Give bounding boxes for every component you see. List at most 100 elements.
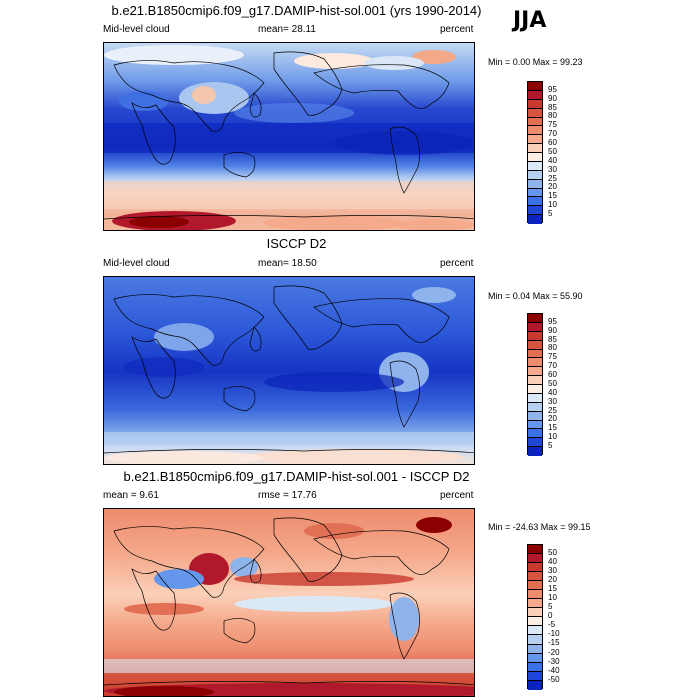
colorbar-swatch [528,653,542,663]
map-diff [103,508,475,697]
colorbar-swatch [528,411,542,421]
colorbar-tick-label: 50 [548,147,557,156]
colorbar-swatch [528,126,542,136]
colorbar-tick-label: 15 [548,584,557,593]
colorbar-tick-label: 25 [548,406,557,415]
colorbar-swatch [528,662,542,672]
colorbar-tick-label: 90 [548,326,557,335]
colorbar-swatch [528,563,542,573]
colorbar-tick-label: 20 [548,414,557,423]
colorbar-tick-label: -30 [548,657,560,666]
colorbar-swatch [528,197,542,207]
colorbar-tick-label: 30 [548,397,557,406]
mean-label: mean= 18.50 [258,258,317,269]
mean-label: mean= 28.11 [258,24,316,35]
map-field [104,509,474,696]
panel-title: b.e21.B1850cmip6.f09_g17.DAMIP-hist-sol.… [123,469,470,484]
colorbar-tick-label: -20 [548,648,560,657]
colorbar-tick-label: 5 [548,441,553,450]
colorbar-tick-label: 70 [548,129,557,138]
colorbar-swatch [528,188,542,198]
colorbar-swatch [528,420,542,430]
colorbar-swatch [528,393,542,403]
colorbar-tick-label: -15 [548,638,560,647]
colorbar-swatch [528,215,542,224]
colorbar-tick-label: 60 [548,370,557,379]
colorbar-swatch [528,161,542,171]
colorbar-tick-label: 80 [548,343,557,352]
units-label: percent [440,258,474,269]
colorbar-tick-label: 75 [548,352,557,361]
colorbar-swatch [528,429,542,439]
colorbar-tick-label: -10 [548,629,560,638]
colorbar-swatch [528,367,542,377]
colorbar-swatch [528,376,542,385]
colorbar-swatch [528,680,542,690]
colorbar-tick-label: 25 [548,174,557,183]
colorbar-swatch [528,314,542,323]
colorbar-tick-label: 5 [548,602,553,611]
panel-title: b.e21.B1850cmip6.f09_g17.DAMIP-hist-sol.… [111,3,482,18]
colorbar-tick-label: 20 [548,182,557,191]
minmax-label: Min = 0.04 Max = 55.90 [488,291,583,301]
colorbar-swatch [528,617,542,627]
colorbar-tick-label: 30 [548,165,557,174]
map-field [104,43,474,230]
colorbar-swatch [528,572,542,582]
colorbar-swatch [528,599,542,609]
colorbar-tick-label: -40 [548,666,560,675]
map-model [103,42,475,231]
colorbar-tick-label: 80 [548,111,557,120]
colorbar-swatch [528,545,542,555]
colorbar-tick-label: 50 [548,379,557,388]
variable-label: Mid-level cloud [103,24,170,35]
colorbar-swatch [528,90,542,100]
units-label: percent [440,490,474,501]
colorbar-tick-label: 90 [548,94,557,103]
colorbar-swatch [528,635,542,645]
colorbar-swatch [528,144,542,153]
colorbar-swatch [528,340,542,350]
colorbar-tick-label: 15 [548,423,557,432]
colorbar-swatch [528,590,542,600]
colorbar-swatch [528,626,542,636]
colorbar-swatch [528,331,542,341]
colorbar-tick-label: 20 [548,575,557,584]
colorbar-tick-label: 85 [548,335,557,344]
units-label: percent [440,24,474,35]
minmax-label: Min = 0.00 Max = 99.23 [488,57,583,67]
colorbar-tick-label: 85 [548,103,557,112]
colorbar-swatch [528,117,542,127]
colorbar-swatch [528,206,542,216]
colorbar-swatch [528,608,542,618]
colorbar-tick-label: 30 [548,566,557,575]
colorbar-tick-label: 75 [548,120,557,129]
colorbar-tick-label: 40 [548,156,557,165]
colorbar-swatch [528,358,542,368]
colorbar-tick-label: 10 [548,432,557,441]
colorbar-tick-label: 10 [548,593,557,602]
season-label: JJA [513,8,547,33]
mean-label: mean = 9.61 [103,490,159,501]
colorbar-tick-label: 10 [548,200,557,209]
colorbar-tick-label: 40 [548,557,557,566]
colorbar-swatch [528,671,542,681]
minmax-label: Min = -24.63 Max = 99.15 [488,522,591,532]
map-obs [103,276,475,465]
colorbar-tick-label: 95 [548,85,557,94]
variable-label: Mid-level cloud [103,258,170,269]
colorbar-tick-label: -5 [548,620,556,629]
colorbar-tick-label: -50 [548,675,560,684]
colorbar-swatch [528,108,542,118]
colorbar-swatch [528,153,542,162]
map-field [104,277,474,464]
colorbar-model [527,81,543,224]
colorbar-diff [527,544,543,690]
colorbar-tick-label: 15 [548,191,557,200]
colorbar-swatch [528,322,542,332]
colorbar-swatch [528,349,542,359]
colorbar-swatch [528,170,542,180]
colorbar-swatch [528,385,542,394]
colorbar-tick-label: 60 [548,138,557,147]
colorbar-swatch [528,99,542,109]
